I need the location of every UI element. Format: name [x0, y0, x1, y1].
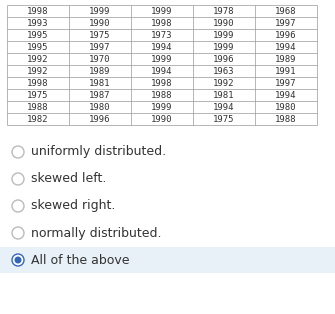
Text: 1997: 1997 [275, 19, 297, 28]
Text: 1999: 1999 [213, 30, 235, 40]
Text: 1981: 1981 [89, 78, 111, 88]
Circle shape [12, 146, 24, 158]
Text: 1978: 1978 [213, 7, 235, 15]
Text: 1975: 1975 [27, 90, 49, 100]
Text: 1999: 1999 [151, 7, 173, 15]
Text: 1982: 1982 [27, 115, 49, 123]
Text: 1999: 1999 [89, 7, 111, 15]
Text: 1975: 1975 [213, 115, 235, 123]
Text: 1994: 1994 [151, 67, 173, 75]
Text: 1998: 1998 [151, 78, 173, 88]
Text: 1990: 1990 [89, 19, 111, 28]
Text: 1998: 1998 [151, 19, 173, 28]
Text: 1997: 1997 [89, 42, 111, 51]
Text: 1990: 1990 [151, 115, 173, 123]
Text: skewed left.: skewed left. [31, 172, 107, 186]
Text: 1998: 1998 [27, 7, 49, 15]
Text: 1994: 1994 [213, 102, 235, 111]
Text: 1981: 1981 [213, 90, 235, 100]
Text: 1989: 1989 [275, 55, 297, 63]
Text: 1968: 1968 [275, 7, 297, 15]
Text: 1995: 1995 [27, 30, 49, 40]
Text: 1992: 1992 [213, 78, 235, 88]
Text: 1991: 1991 [275, 67, 297, 75]
Circle shape [12, 200, 24, 212]
Circle shape [12, 227, 24, 239]
Text: 1994: 1994 [275, 42, 297, 51]
Circle shape [14, 257, 21, 263]
Circle shape [12, 254, 24, 266]
Text: 1995: 1995 [27, 42, 49, 51]
Text: 1992: 1992 [27, 67, 49, 75]
Text: All of the above: All of the above [31, 253, 130, 267]
Text: 1970: 1970 [89, 55, 111, 63]
Text: 1993: 1993 [27, 19, 49, 28]
Text: uniformly distributed.: uniformly distributed. [31, 145, 166, 159]
Text: 1989: 1989 [89, 67, 111, 75]
Text: 1990: 1990 [213, 19, 235, 28]
Text: 1999: 1999 [151, 102, 173, 111]
Text: normally distributed.: normally distributed. [31, 226, 161, 240]
Text: 1988: 1988 [275, 115, 297, 123]
Text: 1999: 1999 [213, 42, 235, 51]
Text: 1994: 1994 [151, 42, 173, 51]
Text: 1988: 1988 [27, 102, 49, 111]
Text: 1980: 1980 [275, 102, 297, 111]
Text: 1975: 1975 [89, 30, 111, 40]
FancyBboxPatch shape [0, 247, 335, 273]
Text: 1997: 1997 [275, 78, 297, 88]
Text: 1996: 1996 [275, 30, 297, 40]
Text: skewed right.: skewed right. [31, 199, 115, 213]
Text: 1992: 1992 [27, 55, 49, 63]
Text: 1994: 1994 [275, 90, 297, 100]
Text: 1987: 1987 [89, 90, 111, 100]
Text: 1999: 1999 [151, 55, 173, 63]
Text: 1988: 1988 [151, 90, 173, 100]
Text: 1998: 1998 [27, 78, 49, 88]
Text: 1996: 1996 [89, 115, 111, 123]
Circle shape [12, 173, 24, 185]
Text: 1973: 1973 [151, 30, 173, 40]
Text: 1963: 1963 [213, 67, 235, 75]
Text: 1980: 1980 [89, 102, 111, 111]
Text: 1996: 1996 [213, 55, 235, 63]
